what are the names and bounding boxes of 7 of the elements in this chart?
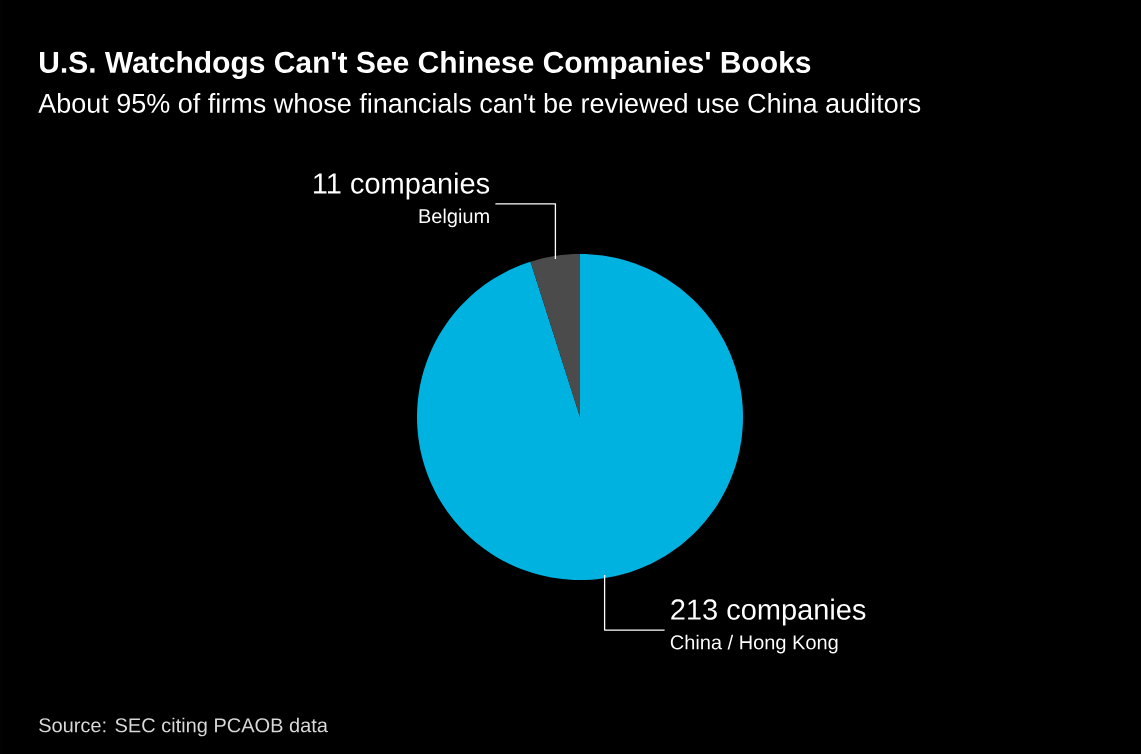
source-note: Source: SEC citing PCAOB data — [39, 717, 328, 737]
slice-label: Belgium — [419, 208, 489, 228]
chart-title: U.S. Watchdogs Can't See Chinese Companies' Books — [40, 50, 811, 80]
data-label: 11 companies — [314, 172, 490, 200]
chart-subtitle: About 95% of firms whose financials can't be reviewed use China auditors — [38, 93, 921, 113]
data-label: 213 companies — [671, 598, 866, 626]
slice-label: China / Hong Kong — [670, 634, 838, 654]
